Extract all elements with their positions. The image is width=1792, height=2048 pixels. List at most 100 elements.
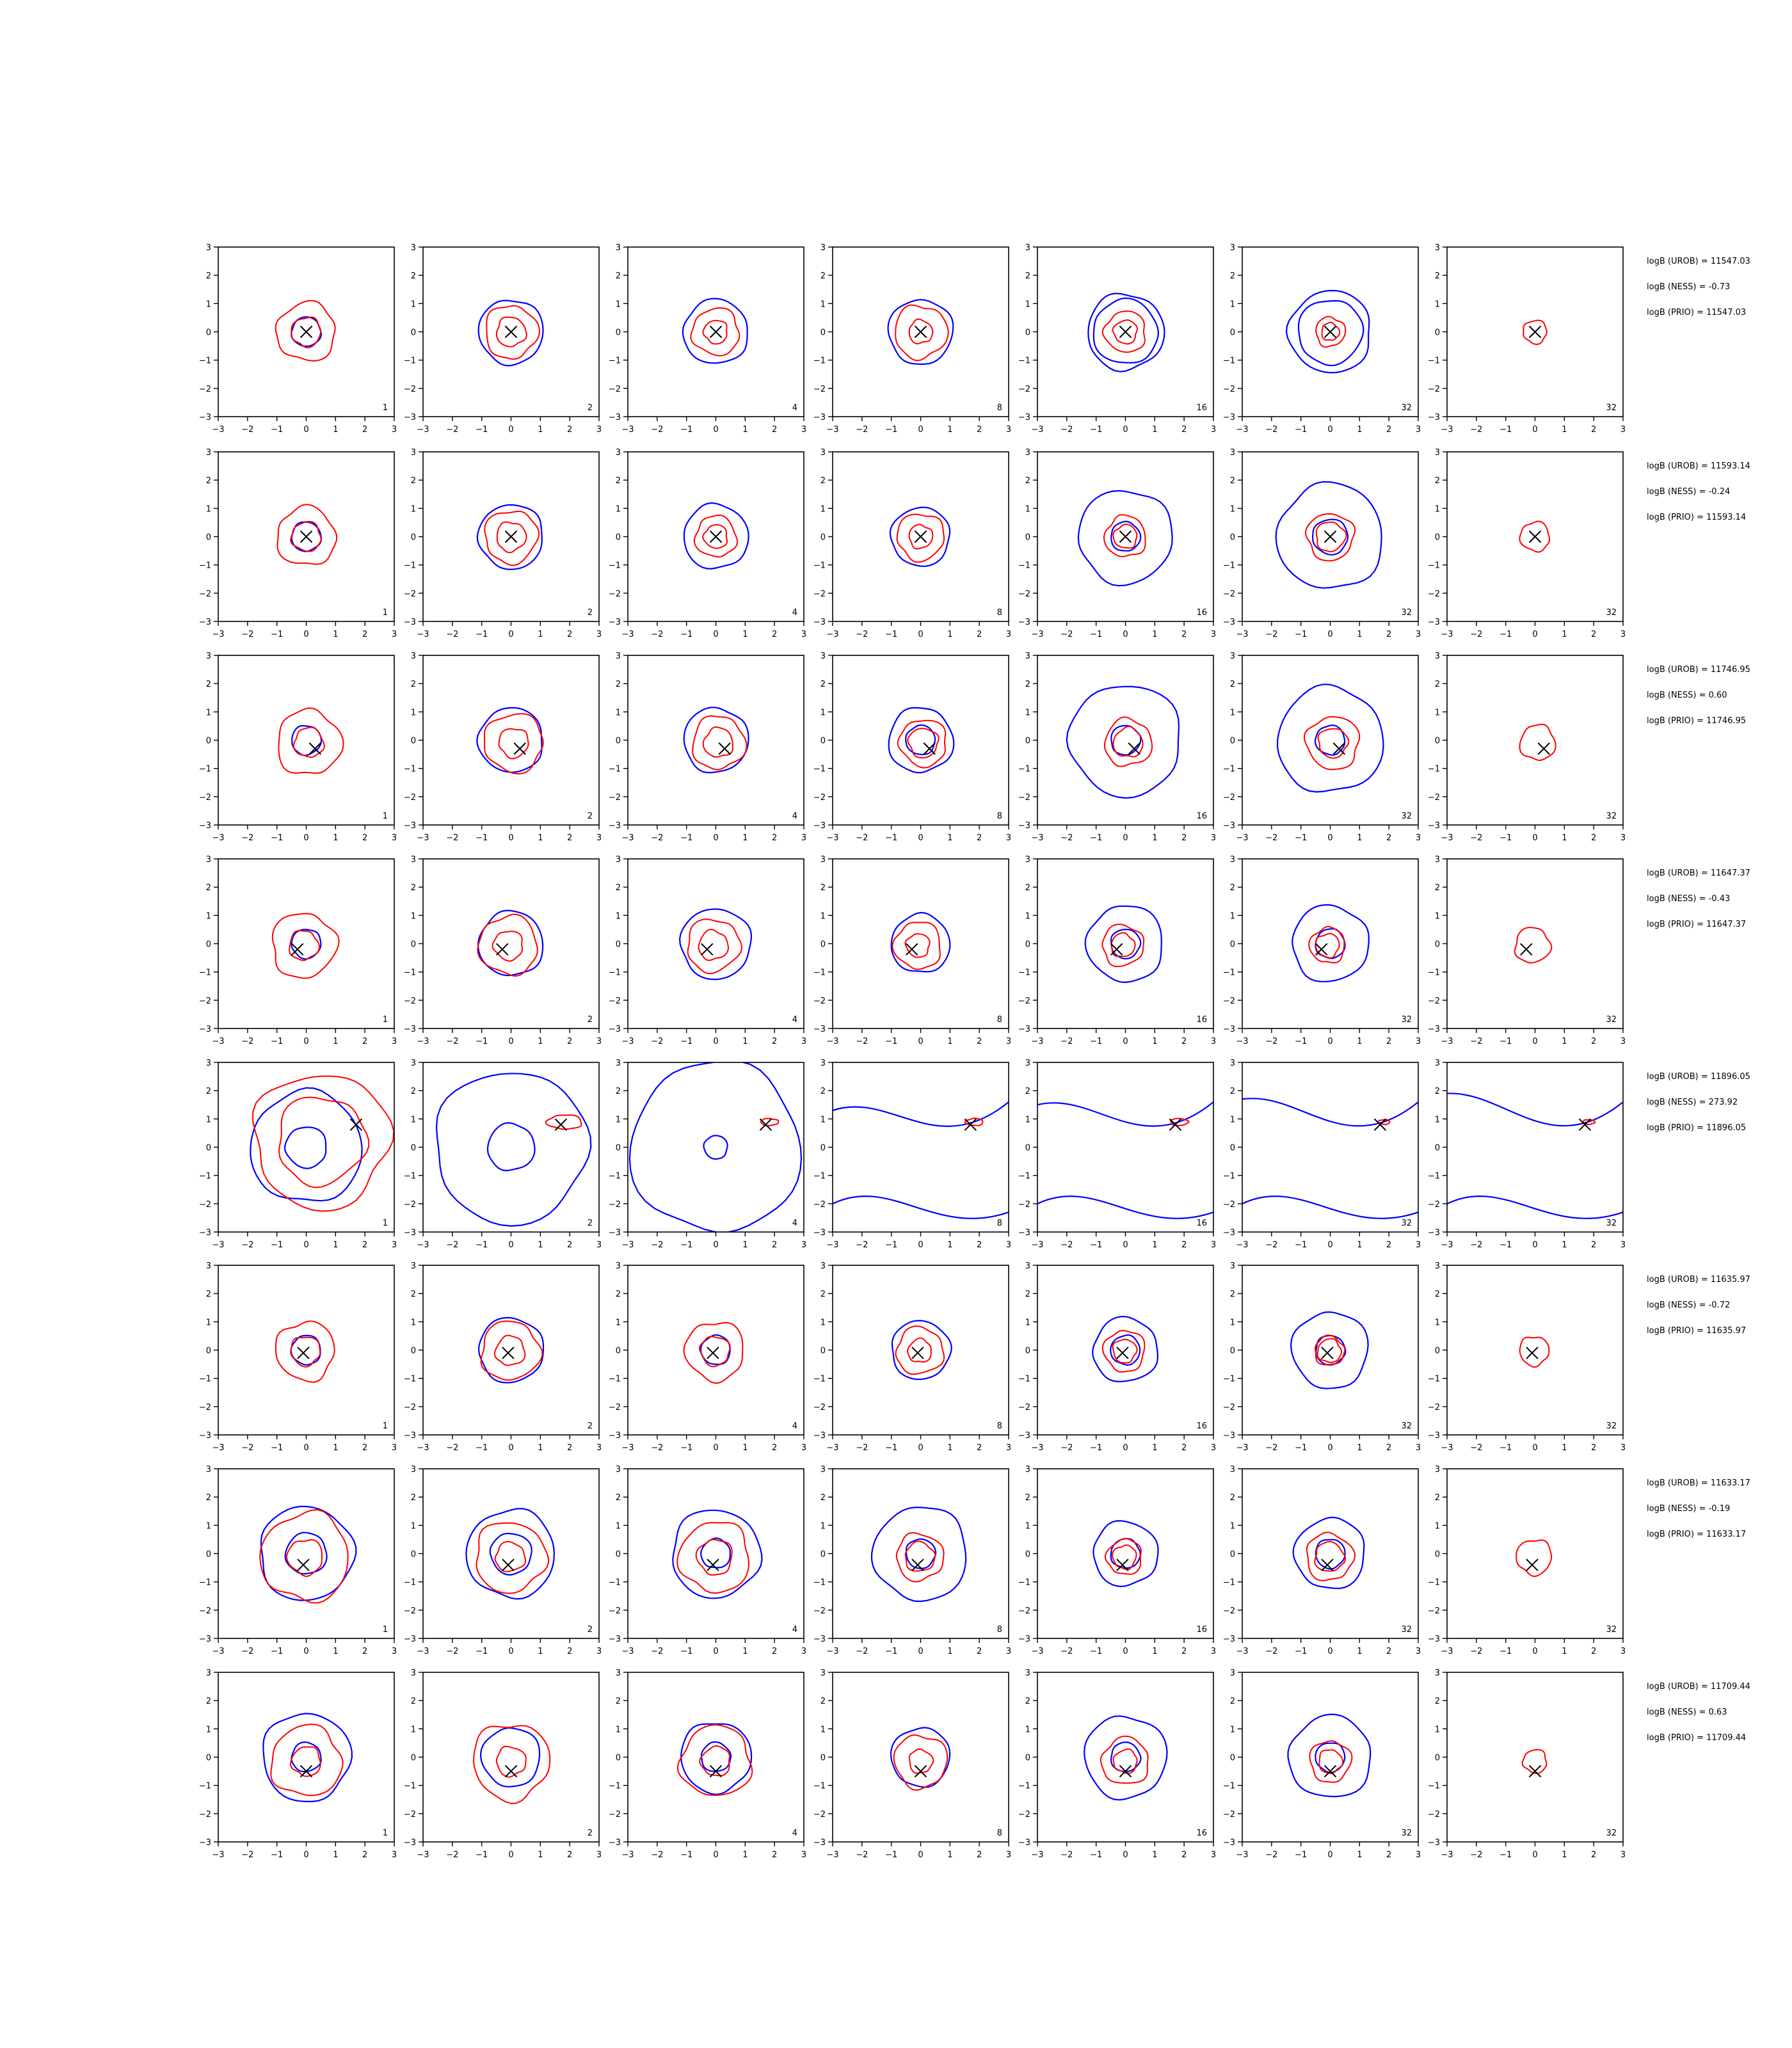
y-tick-label: −3 bbox=[1223, 413, 1235, 422]
x-tick-label: −1 bbox=[271, 425, 283, 435]
red-contour bbox=[495, 316, 527, 348]
panel-column-label: 2 bbox=[588, 403, 593, 413]
y-tick-label: 1 bbox=[411, 300, 416, 309]
y-tick-label: −3 bbox=[813, 1838, 826, 1848]
x-tick-label: 0 bbox=[1327, 1037, 1332, 1046]
panel-contours bbox=[1084, 1715, 1168, 1801]
x-tick-label: −2 bbox=[446, 630, 458, 639]
y-tick-label: −3 bbox=[404, 1838, 416, 1848]
y-tick-label: 1 bbox=[206, 1115, 211, 1124]
y-tick-label: 3 bbox=[1230, 855, 1235, 865]
y-tick-label: 3 bbox=[206, 855, 211, 865]
panel-contours bbox=[1447, 1092, 1623, 1219]
red-contour bbox=[893, 1734, 948, 1791]
y-tick-label: −3 bbox=[199, 1838, 211, 1848]
y-tick-label: −1 bbox=[199, 1172, 211, 1181]
y-tick-label: 2 bbox=[820, 1290, 826, 1299]
x-tick-label: 1 bbox=[1152, 1850, 1157, 1860]
x-tick-label: 1 bbox=[1562, 1240, 1567, 1250]
y-tick-label: 3 bbox=[1230, 243, 1235, 253]
panel-r6-c7: −3 −2 −1 0 1 2 3 −3 −2 −1 0 1 2 3 32 bbox=[1428, 1261, 1626, 1453]
x-tick-label: −3 bbox=[1236, 1443, 1248, 1453]
red-contour bbox=[1101, 1329, 1146, 1373]
x-tick-label: −3 bbox=[1031, 1850, 1043, 1860]
y-tick-label: 1 bbox=[820, 1725, 826, 1734]
y-tick-label: 2 bbox=[411, 1697, 416, 1706]
blue-contour-inner bbox=[1110, 1334, 1141, 1366]
x-tick-label: 2 bbox=[772, 1240, 777, 1250]
row-annotation: logB (UROB) = 11547.03 bbox=[1647, 257, 1750, 266]
blue-contour-inner bbox=[905, 1538, 937, 1569]
true-point-marker bbox=[1324, 530, 1337, 543]
x-tick-label: 3 bbox=[1006, 630, 1011, 639]
blue-contour-inner bbox=[1315, 1334, 1347, 1366]
x-tick-label: 3 bbox=[1006, 1037, 1011, 1046]
x-tick-label: 1 bbox=[333, 1443, 338, 1453]
y-tick-label: −3 bbox=[199, 821, 211, 831]
panel-column-label: 32 bbox=[1401, 812, 1412, 821]
x-tick-label: −3 bbox=[621, 1647, 634, 1656]
panel-column-label: 2 bbox=[588, 1015, 593, 1025]
x-tick-label: 0 bbox=[1532, 630, 1537, 639]
panel-contours bbox=[271, 913, 340, 979]
y-tick-label: 3 bbox=[616, 243, 621, 253]
red-contour bbox=[291, 316, 322, 349]
y-tick-label: 2 bbox=[1435, 271, 1440, 281]
x-tick-label: −2 bbox=[446, 1647, 458, 1656]
x-tick-label: −2 bbox=[651, 1850, 663, 1860]
x-tick-label: 2 bbox=[1181, 1240, 1187, 1250]
panel-column-label: 8 bbox=[997, 812, 1002, 821]
x-tick-label: 2 bbox=[977, 1240, 982, 1250]
x-tick-label: 3 bbox=[1416, 1850, 1421, 1860]
x-tick-label: −2 bbox=[1265, 630, 1277, 639]
x-tick-label: −3 bbox=[621, 1037, 634, 1046]
blue-contour-outer bbox=[1275, 481, 1382, 589]
y-tick-label: −1 bbox=[199, 561, 211, 571]
y-tick-label: 2 bbox=[820, 1493, 826, 1503]
x-tick-label: 2 bbox=[1181, 1037, 1187, 1046]
true-point-marker bbox=[911, 1347, 924, 1359]
x-tick-label: 3 bbox=[392, 630, 397, 639]
x-tick-label: −1 bbox=[476, 1443, 488, 1453]
panel-frame bbox=[1037, 1468, 1214, 1639]
panel-column-label: 32 bbox=[1606, 1625, 1617, 1635]
y-tick-label: 0 bbox=[206, 940, 211, 950]
y-tick-label: −1 bbox=[1018, 561, 1030, 571]
x-tick-label: 2 bbox=[772, 1037, 777, 1046]
true-point-marker bbox=[906, 943, 918, 956]
y-tick-label: 3 bbox=[820, 1261, 826, 1271]
x-tick-label: 3 bbox=[801, 1240, 806, 1250]
y-tick-label: 0 bbox=[1025, 328, 1030, 338]
red-contour bbox=[1101, 924, 1145, 968]
x-tick-label: 1 bbox=[333, 1240, 338, 1250]
red-contour bbox=[259, 1508, 349, 1604]
y-tick-label: 0 bbox=[1025, 1550, 1030, 1560]
y-tick-label: −1 bbox=[404, 968, 416, 978]
x-tick-label: 3 bbox=[1211, 630, 1216, 639]
x-tick-label: 2 bbox=[1591, 1850, 1596, 1860]
panel-frame bbox=[832, 1062, 1009, 1233]
x-tick-label: −3 bbox=[212, 1037, 224, 1046]
red-contour bbox=[275, 1320, 335, 1383]
y-tick-label: 1 bbox=[206, 911, 211, 921]
x-tick-label: −1 bbox=[271, 630, 283, 639]
y-tick-label: 1 bbox=[1025, 708, 1030, 717]
x-tick-label: 2 bbox=[1181, 425, 1187, 435]
true-point-marker bbox=[1119, 325, 1132, 339]
true-point-marker bbox=[349, 1118, 363, 1131]
blue-contour-outer bbox=[1084, 905, 1162, 984]
y-tick-label: −3 bbox=[1018, 1228, 1030, 1238]
x-tick-label: 0 bbox=[1532, 833, 1537, 843]
y-tick-label: −2 bbox=[1018, 385, 1030, 394]
x-tick-label: 1 bbox=[1152, 1443, 1157, 1453]
x-tick-label: 3 bbox=[596, 1037, 602, 1046]
x-tick-label: 2 bbox=[977, 425, 982, 435]
x-tick-label: 0 bbox=[303, 630, 308, 639]
y-tick-label: −1 bbox=[1018, 1578, 1030, 1588]
red-contour bbox=[496, 521, 527, 554]
blue-contour-outer bbox=[260, 1505, 357, 1601]
red-contour bbox=[687, 918, 742, 975]
y-tick-label: 1 bbox=[616, 300, 621, 309]
x-tick-label: 1 bbox=[1357, 425, 1362, 435]
x-tick-label: −2 bbox=[1060, 425, 1073, 435]
